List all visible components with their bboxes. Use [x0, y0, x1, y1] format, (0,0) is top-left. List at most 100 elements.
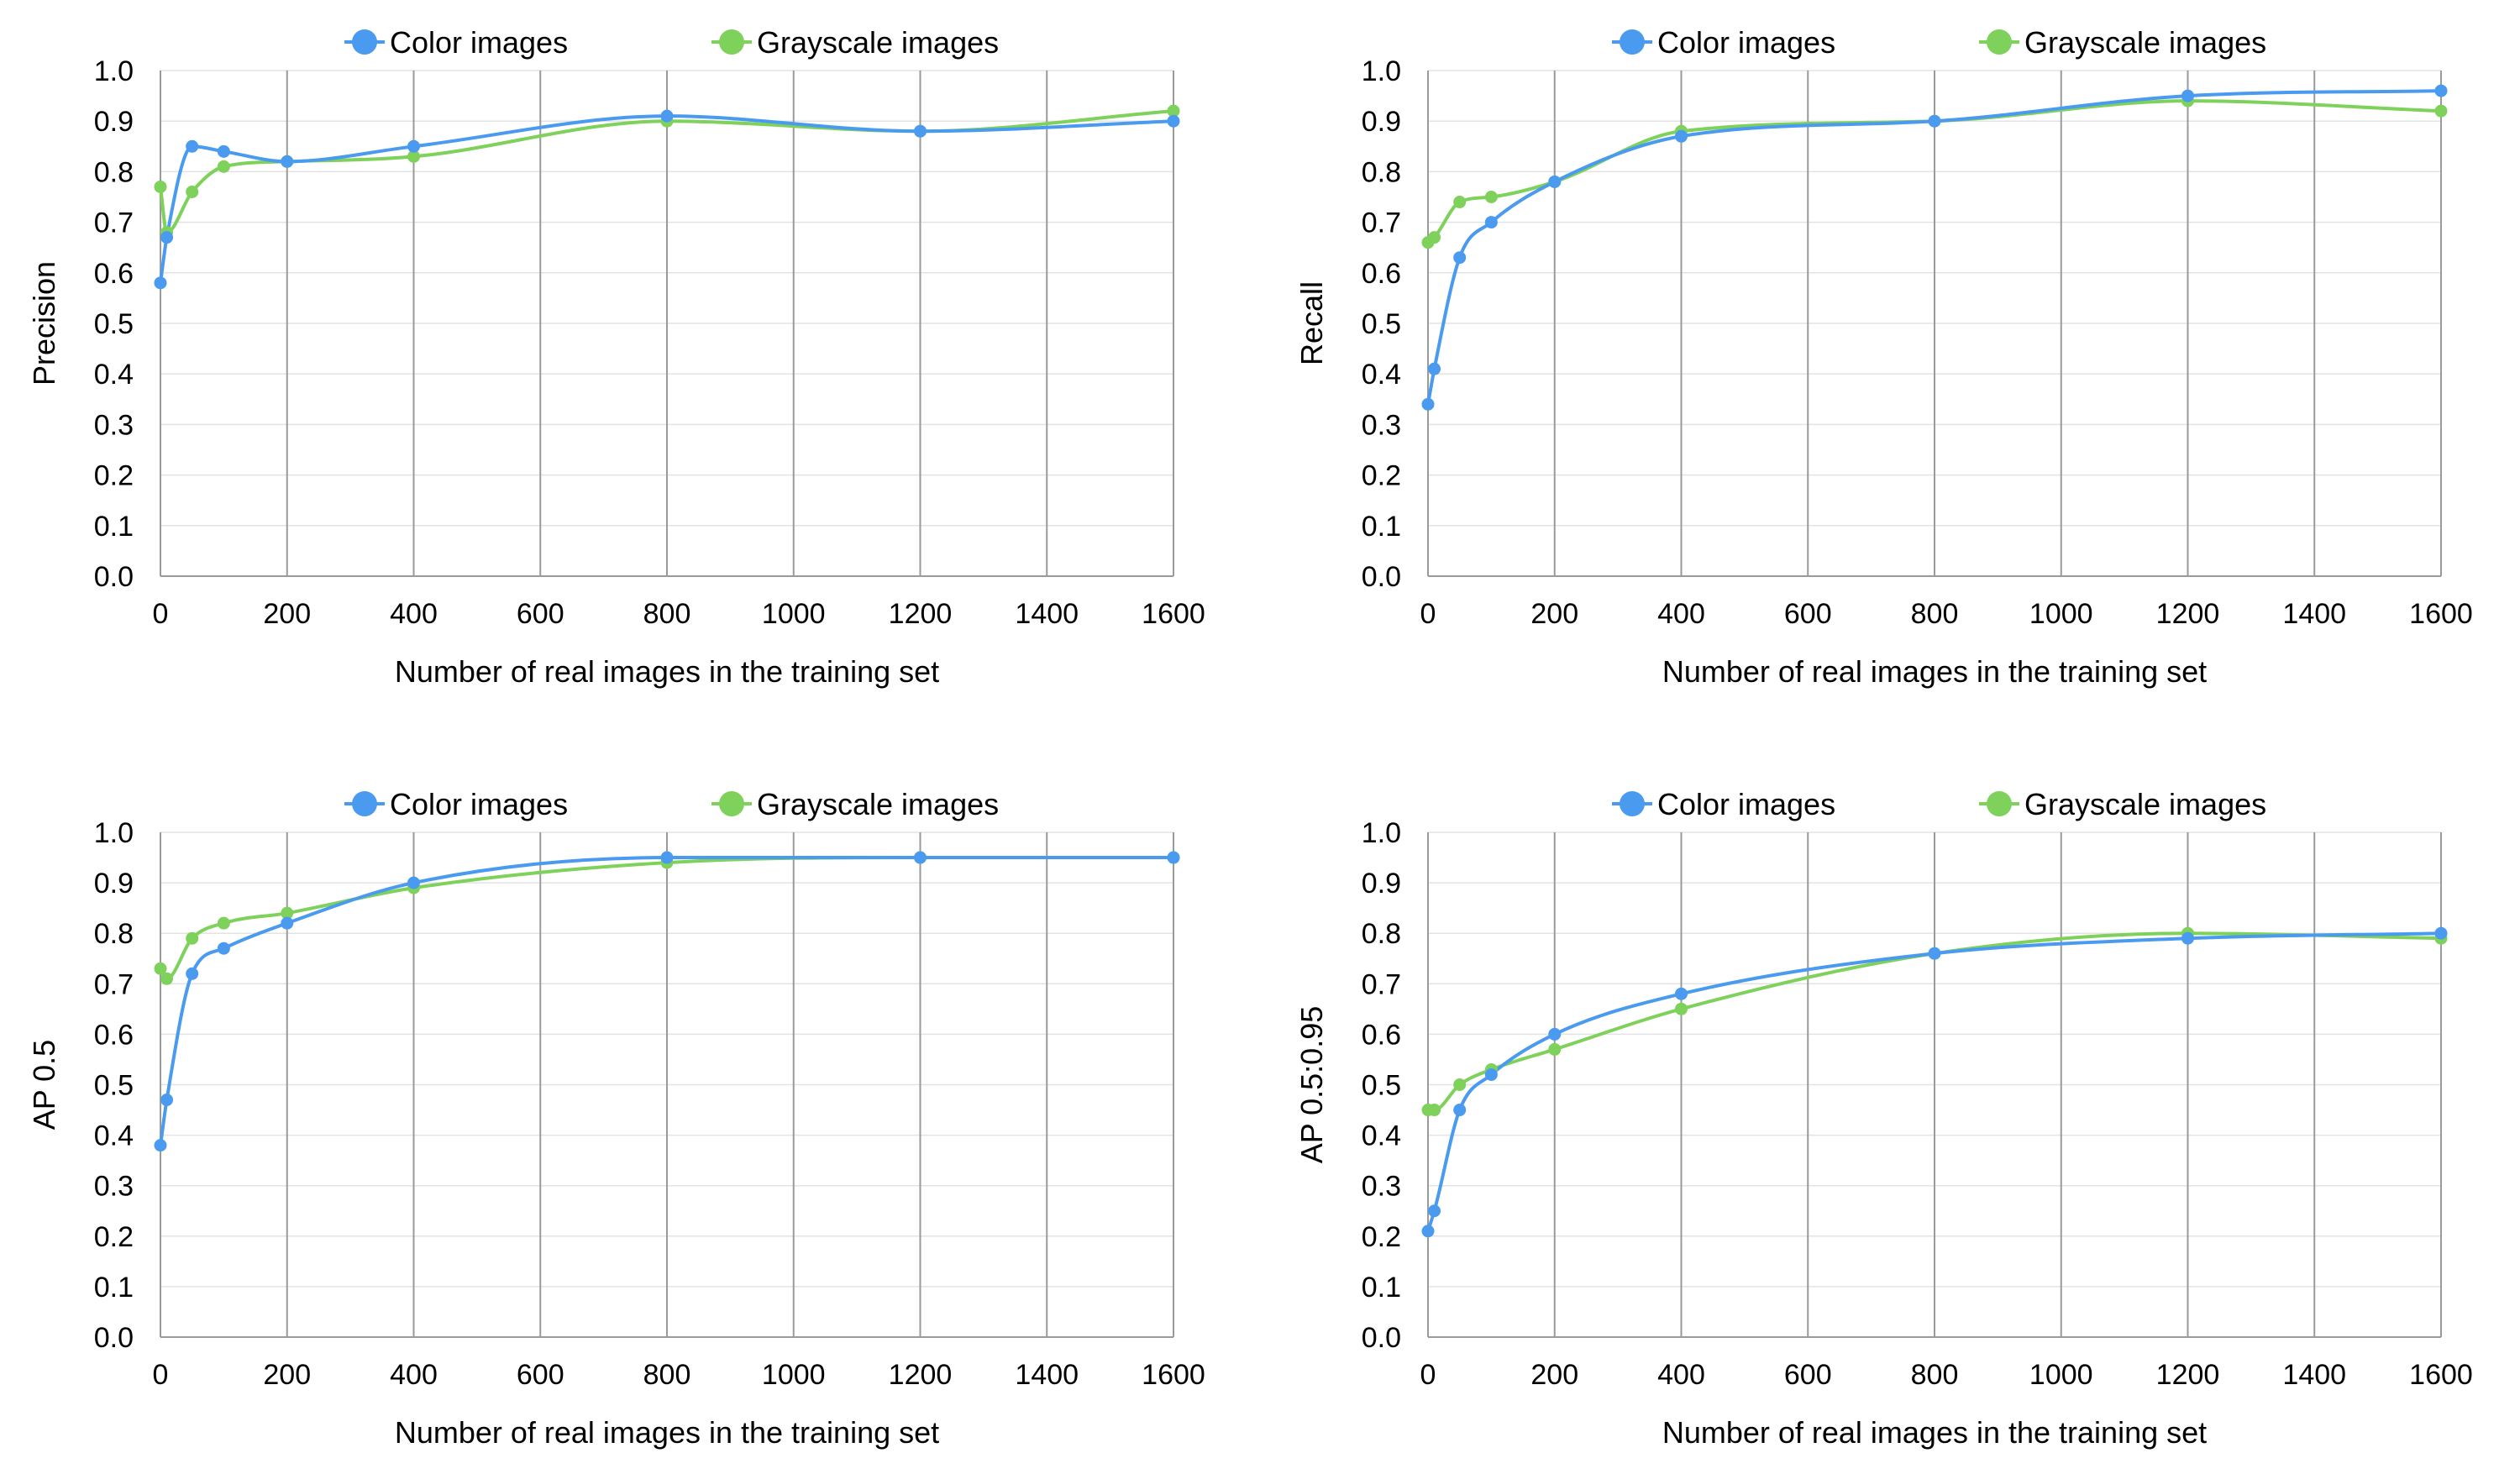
x-tick-label: 1000 — [2029, 598, 2093, 630]
x-tick-label: 200 — [1530, 1359, 1578, 1391]
data-point — [160, 231, 174, 244]
legend-label: Color images — [1657, 25, 1835, 60]
y-tick-label: 0.0 — [94, 1322, 134, 1354]
chart-panel: 0.0 0.1 0.2 0.3 0.4 0.5 0.6 0.7 0.8 0.9 1.0 0 200 400… — [27, 25, 1205, 689]
x-tick-label: 800 — [1911, 598, 1959, 630]
legend-swatch-marker — [1620, 791, 1645, 816]
data-point — [1428, 1104, 1441, 1117]
x-tick-label: 1200 — [889, 598, 953, 630]
y-tick-label: 0.0 — [94, 561, 134, 593]
legend-label: Color images — [390, 787, 568, 821]
data-point — [1548, 1027, 1562, 1041]
data-point — [1167, 851, 1180, 864]
x-tick-label: 0 — [153, 1359, 169, 1391]
legend-swatch-marker — [352, 791, 377, 816]
x-tick-label: 400 — [390, 598, 438, 630]
y-tick-label: 0.0 — [1362, 561, 1401, 593]
y-tick-label: 1.0 — [1362, 55, 1401, 87]
x-tick-label: 1000 — [762, 1359, 826, 1391]
data-point — [217, 916, 230, 930]
x-tick-label: 600 — [1784, 598, 1832, 630]
y-tick-label: 0.2 — [94, 460, 134, 492]
data-point — [660, 851, 674, 864]
y-axis-title: Recall — [1294, 281, 1329, 365]
y-tick-label: 0.4 — [1362, 359, 1401, 391]
data-point — [1428, 1204, 1441, 1218]
data-point — [407, 139, 420, 153]
y-tick-label: 0.2 — [1362, 1221, 1401, 1253]
x-tick-label: 1600 — [1142, 598, 1205, 630]
data-point — [1428, 231, 1441, 244]
data-point — [1928, 947, 1941, 960]
x-tick-label: 1000 — [762, 598, 826, 630]
y-tick-label: 0.7 — [1362, 207, 1401, 239]
x-tick-label: 200 — [263, 598, 311, 630]
data-point — [2434, 104, 2448, 118]
legend-item: Color images — [1612, 25, 1835, 60]
data-point — [154, 962, 167, 975]
data-point — [1453, 1078, 1467, 1091]
y-tick-label: 0.8 — [94, 918, 134, 950]
x-tick-label: 1600 — [2409, 598, 2473, 630]
legend-swatch-marker — [1987, 29, 2012, 55]
x-tick-label: 1400 — [1015, 598, 1079, 630]
y-tick-label: 0.7 — [94, 207, 134, 239]
y-tick-label: 1.0 — [1362, 817, 1401, 849]
data-point — [217, 144, 230, 158]
data-point — [186, 139, 199, 153]
y-tick-label: 1.0 — [94, 55, 134, 87]
x-tick-label: 1400 — [2282, 1359, 2346, 1391]
x-tick-label: 800 — [643, 598, 691, 630]
x-tick-label: 600 — [517, 598, 564, 630]
x-tick-label: 200 — [1530, 598, 1578, 630]
data-point — [1421, 1225, 1435, 1238]
legend-swatch-marker — [1987, 791, 2012, 816]
x-tick-label: 1200 — [2156, 1359, 2220, 1391]
y-tick-label: 0.2 — [1362, 460, 1401, 492]
y-tick-label: 0.3 — [94, 409, 134, 441]
x-tick-label: 600 — [517, 1359, 564, 1391]
y-tick-label: 0.1 — [1362, 511, 1401, 543]
legend-item: Color images — [344, 25, 568, 60]
data-point — [1675, 1002, 1688, 1015]
legend-item: Grayscale images — [711, 25, 999, 60]
y-tick-label: 0.6 — [1362, 258, 1401, 290]
y-tick-label: 0.5 — [94, 1070, 134, 1102]
y-tick-label: 0.9 — [1362, 868, 1401, 900]
data-point — [160, 1094, 174, 1107]
legend-item: Color images — [1612, 787, 1835, 821]
legend-swatch-marker — [352, 29, 377, 55]
chart-panel: 0.0 0.1 0.2 0.3 0.4 0.5 0.6 0.7 0.8 0.9 1.0 0 200 400… — [27, 787, 1205, 1450]
y-tick-label: 0.3 — [94, 1171, 134, 1203]
x-tick-label: 1400 — [1015, 1359, 1079, 1391]
x-tick-label: 400 — [1657, 1359, 1705, 1391]
x-axis-title: Number of real images in the training se… — [1662, 654, 2207, 689]
y-tick-label: 0.8 — [1362, 156, 1401, 188]
x-tick-label: 1600 — [1142, 1359, 1205, 1391]
chart-panel: 0.0 0.1 0.2 0.3 0.4 0.5 0.6 0.7 0.8 0.9 1.0 0 200 400… — [1294, 25, 2473, 689]
data-point — [217, 942, 230, 955]
data-point — [1428, 362, 1441, 375]
y-tick-label: 0.5 — [94, 308, 134, 340]
legend-item: Color images — [344, 787, 568, 821]
y-tick-label: 0.1 — [94, 511, 134, 543]
y-tick-label: 0.6 — [94, 258, 134, 290]
y-tick-label: 0.7 — [1362, 968, 1401, 1000]
y-axis-title: AP 0.5:0.95 — [1294, 1006, 1329, 1164]
legend-label: Grayscale images — [757, 787, 999, 821]
legend-item: Grayscale images — [711, 787, 999, 821]
y-tick-label: 0.5 — [1362, 1070, 1401, 1102]
data-point — [2181, 931, 2194, 945]
data-point — [154, 180, 167, 193]
legend-swatch-marker — [719, 791, 744, 816]
x-tick-label: 0 — [1420, 598, 1436, 630]
x-tick-label: 400 — [390, 1359, 438, 1391]
y-tick-label: 0.4 — [94, 1120, 134, 1152]
data-point — [281, 155, 294, 168]
data-point — [2434, 84, 2448, 97]
data-point — [1484, 216, 1498, 229]
y-tick-label: 0.3 — [1362, 1171, 1401, 1203]
y-tick-label: 0.1 — [94, 1272, 134, 1304]
data-point — [407, 876, 420, 889]
data-point — [1548, 1042, 1562, 1056]
